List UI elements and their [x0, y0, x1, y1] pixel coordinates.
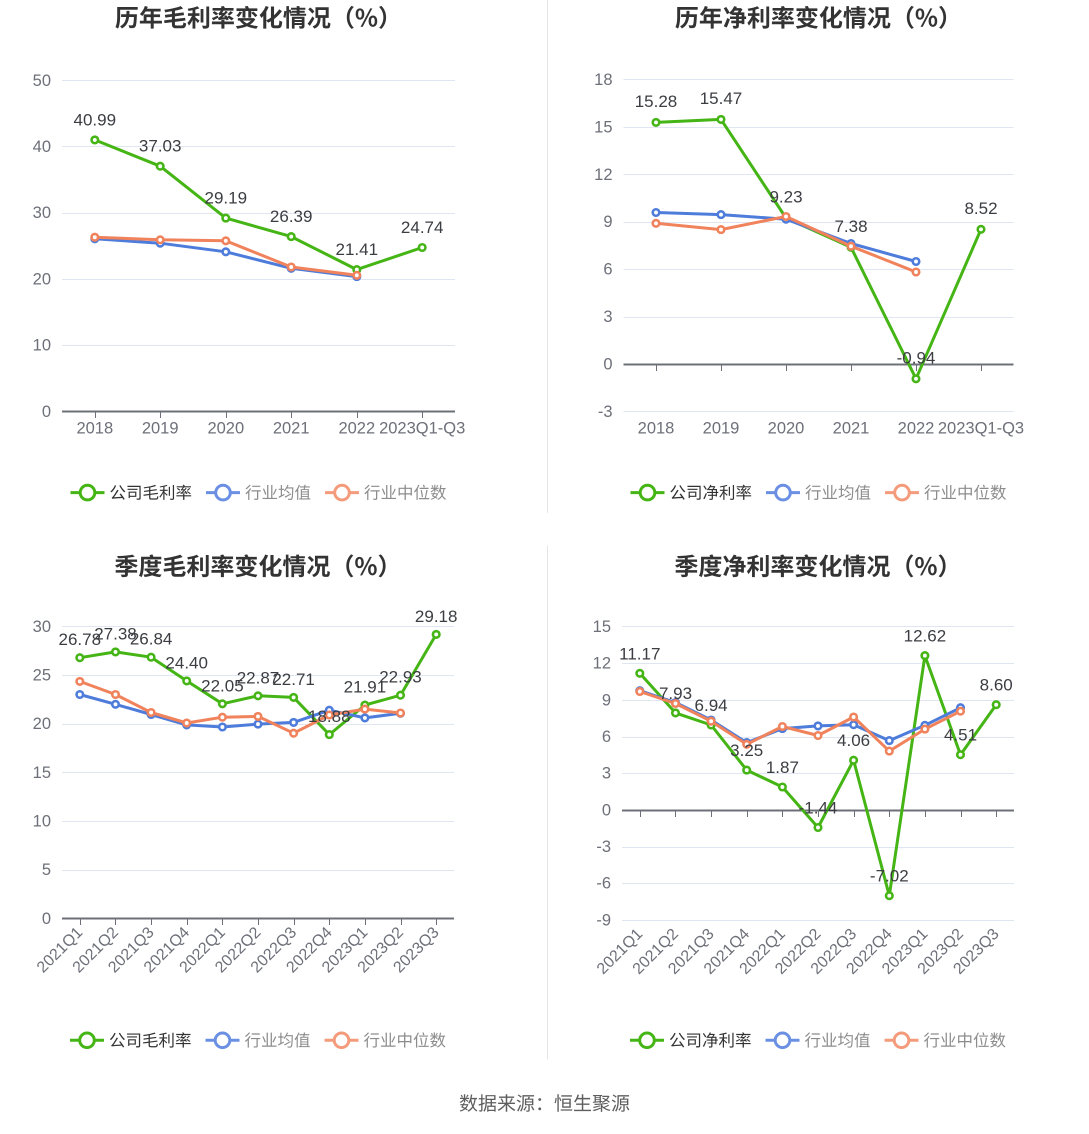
svg-text:8.60: 8.60: [980, 676, 1013, 695]
svg-text:2018: 2018: [638, 420, 675, 438]
svg-text:3: 3: [602, 765, 611, 783]
svg-text:-7.02: -7.02: [870, 867, 909, 886]
svg-text:7.38: 7.38: [834, 217, 867, 236]
svg-text:2022: 2022: [338, 420, 375, 438]
svg-text:37.03: 37.03: [139, 137, 182, 156]
svg-text:25: 25: [33, 667, 51, 685]
svg-text:-1.44: -1.44: [799, 799, 838, 818]
svg-text:5: 5: [42, 861, 51, 879]
svg-text:2018: 2018: [76, 420, 113, 438]
svg-text:18.88: 18.88: [308, 707, 351, 726]
svg-text:7.93: 7.93: [659, 684, 692, 703]
svg-text:11.17: 11.17: [619, 644, 660, 663]
svg-text:6: 6: [602, 728, 611, 746]
svg-text:15.47: 15.47: [700, 89, 743, 108]
svg-text:20: 20: [33, 270, 51, 288]
svg-text:21.41: 21.41: [336, 240, 379, 259]
svg-text:29.18: 29.18: [415, 607, 458, 626]
svg-text:20: 20: [33, 715, 51, 733]
svg-text:6: 6: [603, 261, 612, 279]
svg-text:9: 9: [602, 691, 611, 709]
svg-text:22.05: 22.05: [201, 676, 244, 695]
svg-text:22.87: 22.87: [237, 668, 280, 687]
svg-text:4.06: 4.06: [837, 731, 870, 750]
svg-text:15: 15: [593, 618, 611, 636]
svg-text:-6: -6: [596, 875, 611, 893]
svg-text:30: 30: [33, 618, 51, 636]
svg-text:3.25: 3.25: [730, 741, 763, 760]
svg-text:0: 0: [603, 356, 612, 374]
svg-text:50: 50: [33, 72, 51, 90]
svg-text:40.99: 40.99: [74, 110, 117, 129]
svg-text:12: 12: [594, 166, 612, 184]
svg-text:26.84: 26.84: [130, 630, 173, 649]
svg-text:15: 15: [33, 764, 51, 782]
svg-text:18: 18: [594, 71, 612, 89]
svg-text:24.74: 24.74: [401, 218, 444, 237]
svg-text:40: 40: [33, 138, 51, 156]
svg-text:21.91: 21.91: [344, 678, 387, 697]
svg-text:2019: 2019: [703, 420, 740, 438]
svg-text:15: 15: [594, 118, 612, 136]
svg-text:30: 30: [33, 204, 51, 222]
svg-text:2023Q1-Q3: 2023Q1-Q3: [379, 420, 465, 438]
svg-text:26.39: 26.39: [270, 207, 313, 226]
svg-text:24.40: 24.40: [165, 653, 208, 672]
svg-text:0: 0: [42, 403, 51, 421]
svg-text:2023Q1-Q3: 2023Q1-Q3: [938, 420, 1024, 438]
svg-text:-3: -3: [596, 838, 611, 856]
svg-text:12: 12: [593, 655, 611, 673]
svg-text:9: 9: [603, 213, 612, 231]
svg-text:29.19: 29.19: [205, 189, 248, 208]
svg-text:1.87: 1.87: [766, 758, 799, 777]
svg-text:4.51: 4.51: [944, 726, 977, 745]
svg-text:22.93: 22.93: [379, 668, 422, 687]
svg-text:9.23: 9.23: [769, 188, 802, 207]
svg-text:2019: 2019: [142, 420, 179, 438]
svg-text:10: 10: [33, 337, 51, 355]
svg-text:2021: 2021: [273, 420, 310, 438]
svg-text:-3: -3: [598, 403, 613, 421]
svg-text:2021: 2021: [833, 420, 870, 438]
svg-text:-0.94: -0.94: [897, 348, 936, 367]
svg-text:6.94: 6.94: [695, 696, 728, 715]
svg-text:10: 10: [33, 813, 51, 831]
svg-text:0: 0: [602, 801, 611, 819]
svg-text:8.52: 8.52: [964, 199, 997, 218]
svg-text:-9: -9: [596, 911, 611, 929]
svg-text:27.38: 27.38: [94, 624, 137, 643]
svg-text:2020: 2020: [207, 420, 244, 438]
svg-text:26.78: 26.78: [59, 630, 102, 649]
svg-text:2020: 2020: [768, 420, 805, 438]
svg-text:22.71: 22.71: [272, 670, 315, 689]
svg-text:15.28: 15.28: [635, 92, 678, 111]
svg-text:0: 0: [42, 910, 51, 928]
svg-text:3: 3: [603, 308, 612, 326]
svg-text:2022: 2022: [898, 420, 935, 438]
svg-text:12.62: 12.62: [904, 627, 947, 646]
